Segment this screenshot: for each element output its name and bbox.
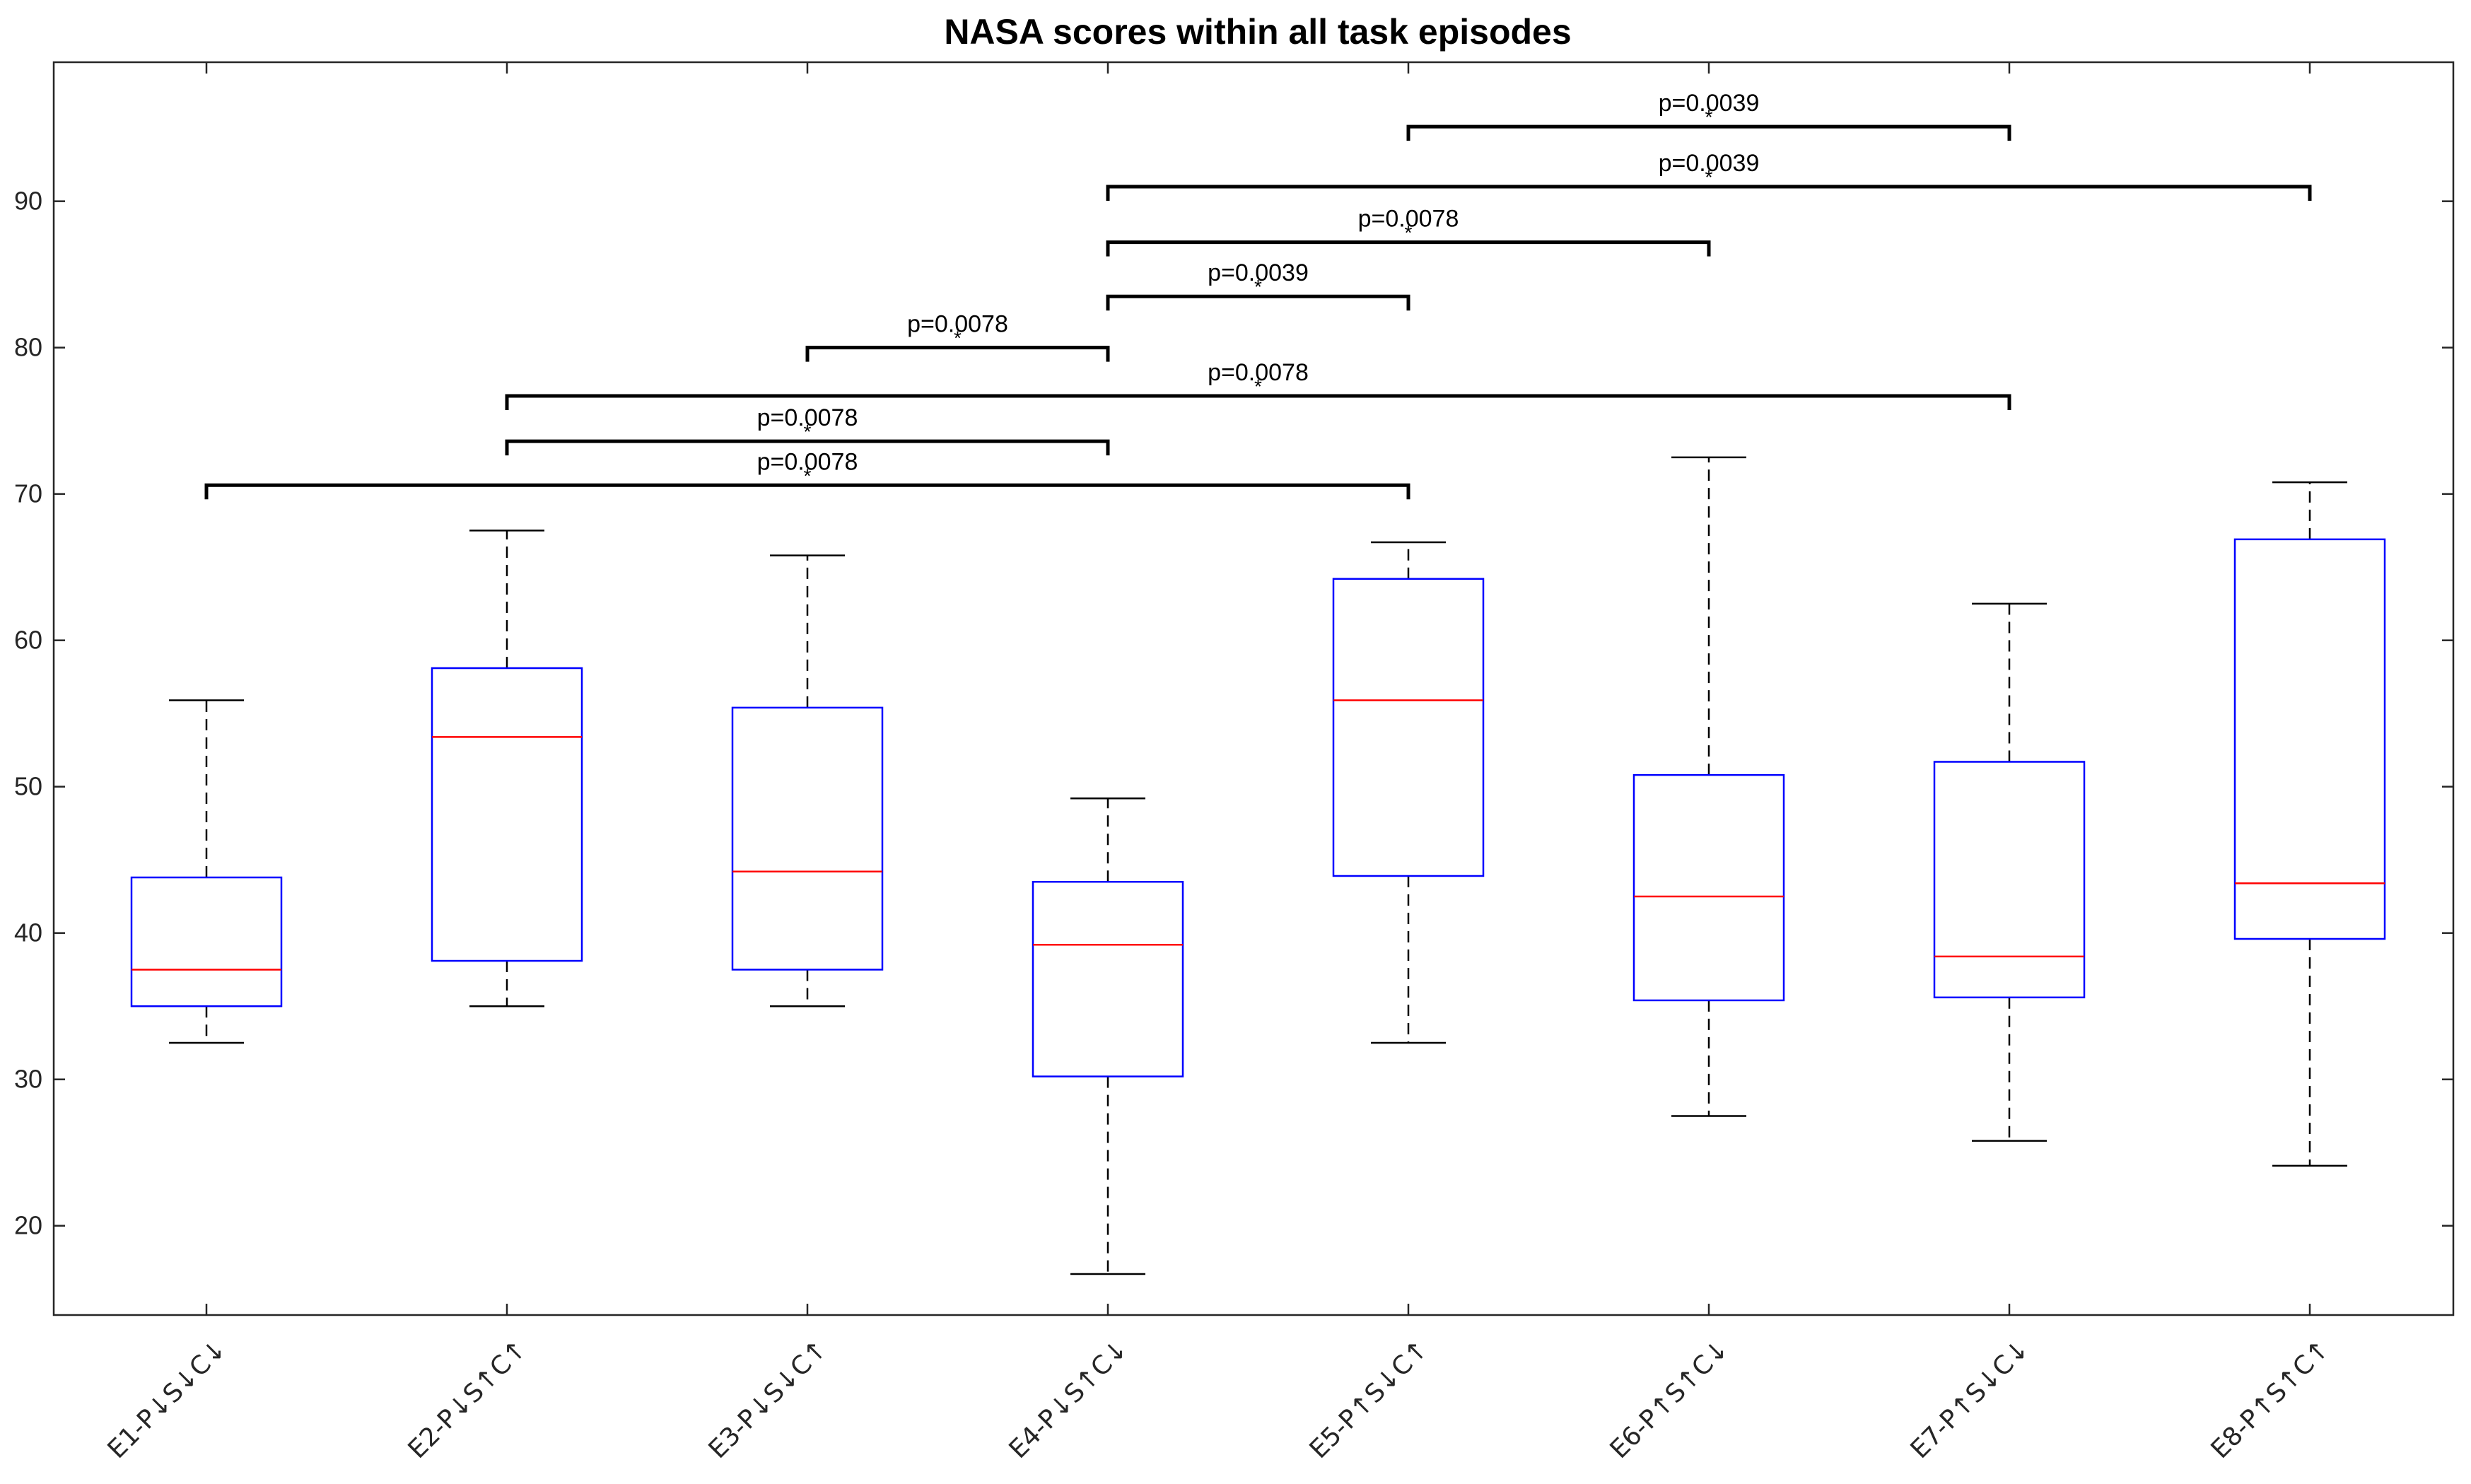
significance-bracket: *p=0.0078 (505, 359, 2011, 410)
x-category-label: E3-P↓S↓C↑ (703, 1334, 834, 1464)
iqr-box (1933, 761, 2086, 999)
box-group (731, 554, 884, 1007)
box-group (431, 530, 583, 1007)
iqr-box (1032, 881, 1184, 1077)
box-group (130, 699, 283, 1044)
bracket-line (1406, 124, 2011, 141)
boxes-layer (130, 456, 2386, 1275)
y-tick-label: 90 (14, 187, 42, 216)
x-category-label: E4-P↓S↑C↓ (1004, 1334, 1134, 1464)
significance-bracket: *p=0.0039 (1106, 150, 2312, 201)
significance-star: * (1705, 106, 1713, 128)
x-category-label: E7-P↑S↓C↓ (1905, 1334, 2035, 1464)
p-value-label: p=0.0039 (1659, 90, 1760, 117)
significance-star: * (954, 327, 962, 349)
x-category-label: E6-P↑S↑C↓ (1605, 1334, 1735, 1464)
y-tick-label: 80 (14, 333, 42, 362)
x-category-label: E2-P↓S↑C↑ (403, 1334, 533, 1464)
iqr-box (1332, 578, 1485, 877)
bracket-line (204, 483, 1410, 500)
p-value-label: p=0.0078 (757, 404, 858, 431)
iqr-box (731, 706, 884, 971)
box-group (1332, 541, 1485, 1044)
x-category-label: E1-P↓S↓C↓ (103, 1334, 233, 1464)
p-value-label: p=0.0078 (757, 448, 858, 475)
plot-frame (52, 61, 2455, 1316)
significance-bracket: *p=0.0078 (1106, 206, 1711, 257)
bracket-line (1106, 185, 2312, 201)
significance-bracket: *p=0.0078 (204, 448, 1410, 500)
significance-star: * (1405, 222, 1413, 244)
significance-bracket: *p=0.0078 (505, 404, 1110, 456)
bracket-line (505, 439, 1110, 456)
significance-star: * (1705, 166, 1713, 188)
p-value-label: p=0.0039 (1208, 259, 1309, 286)
significance-bracket: *p=0.0078 (805, 311, 1110, 362)
y-tick-label: 60 (14, 626, 42, 655)
bracket-line (805, 346, 1110, 362)
significance-layer: *p=0.0078*p=0.0078*p=0.0078*p=0.0078*p=0… (204, 90, 2312, 500)
chart-title: NASA scores within all task episodes (944, 12, 1571, 52)
p-value-label: p=0.0078 (907, 311, 1008, 338)
significance-star: * (1254, 375, 1262, 397)
y-tick-label: 40 (14, 918, 42, 947)
y-tick-label: 50 (14, 772, 42, 801)
axes-layer (52, 61, 2455, 1316)
significance-bracket: *p=0.0039 (1406, 90, 2011, 141)
bracket-line (1106, 240, 1711, 257)
significance-star: * (1254, 276, 1262, 298)
iqr-box (2233, 538, 2386, 940)
bracket-line (1106, 294, 1410, 311)
significance-star: * (804, 421, 812, 443)
bracket-line (505, 394, 2011, 410)
p-value-label: p=0.0078 (1208, 359, 1309, 386)
y-tick-label: 20 (14, 1211, 42, 1240)
box-group (1032, 797, 1184, 1275)
p-value-label: p=0.0078 (1358, 206, 1459, 233)
p-value-label: p=0.0039 (1659, 150, 1760, 177)
iqr-box (431, 667, 583, 962)
box-group (1632, 456, 1785, 1117)
x-category-label: E5-P↑S↓C↑ (1304, 1334, 1435, 1464)
y-tick-label: 30 (14, 1065, 42, 1094)
box-group (1933, 602, 2086, 1142)
y-tick-label: 70 (14, 479, 42, 508)
iqr-box (1632, 773, 1785, 1002)
significance-star: * (804, 465, 812, 486)
x-category-label: E8-P↑S↑C↑ (2206, 1334, 2336, 1464)
box-group (2233, 481, 2386, 1167)
significance-bracket: *p=0.0039 (1106, 259, 1410, 311)
iqr-box (130, 876, 283, 1007)
